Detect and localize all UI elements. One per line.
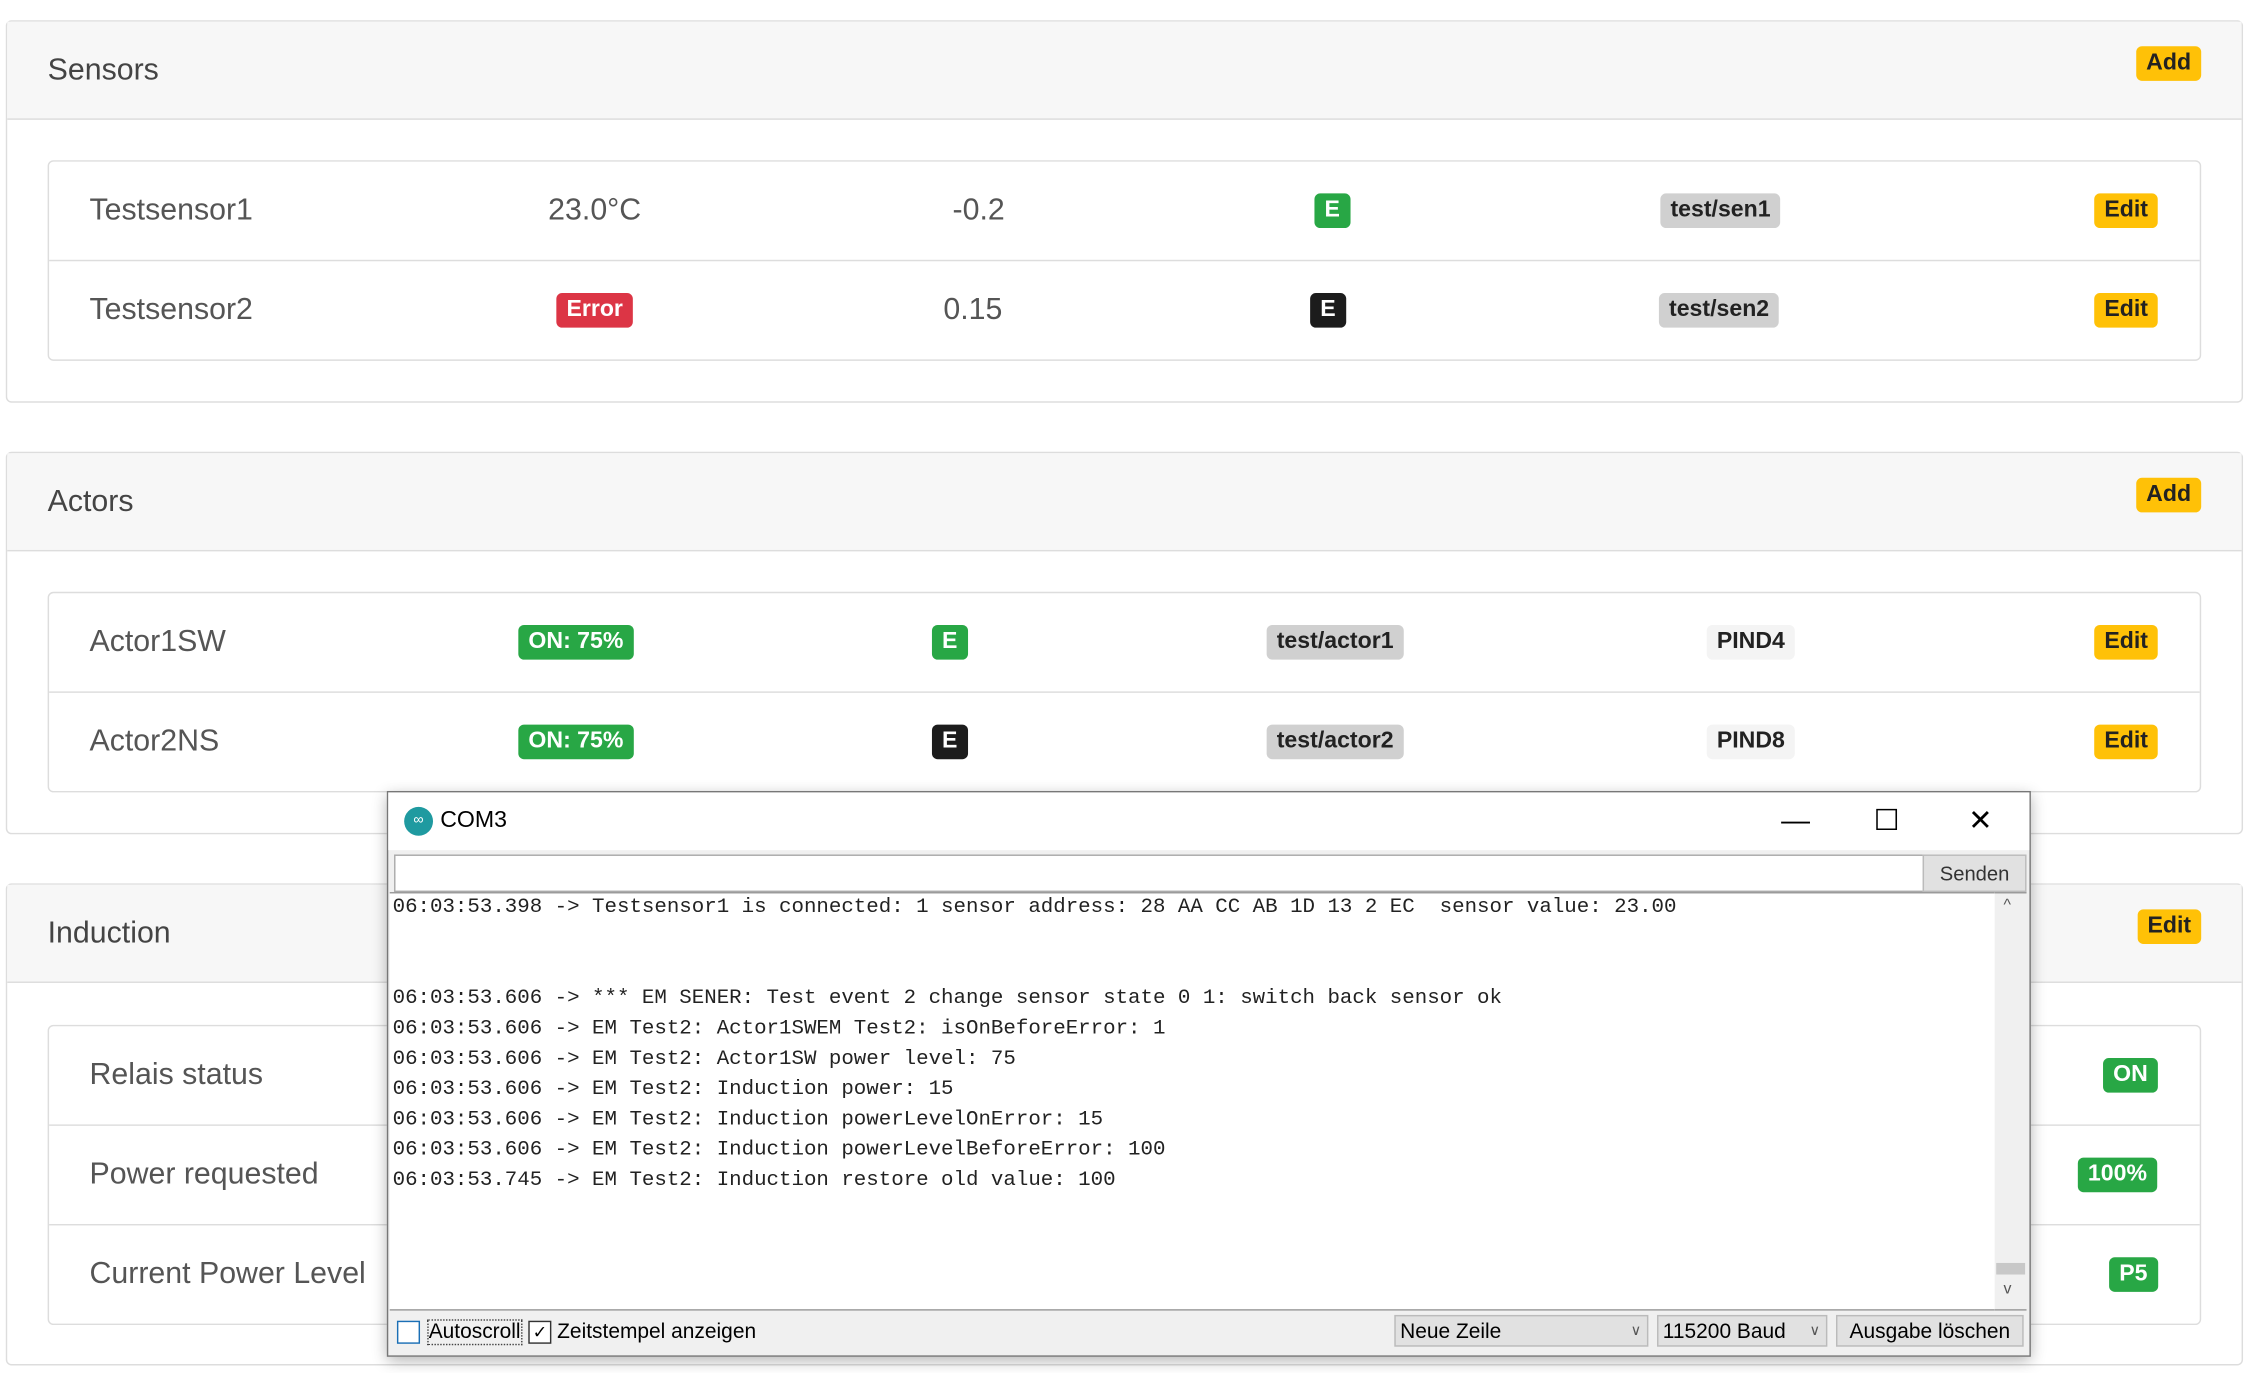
sensor-list: Testsensor1 23.0°C -0.2 E test/sen1 Edit… — [47, 160, 2202, 361]
minimize-icon[interactable]: — — [1781, 805, 1811, 838]
serial-monitor-window: ∞ COM3 — ☐ ✕ Senden 06:03:53.398 -> Test… — [386, 790, 2031, 1357]
relais-status-badge: ON — [2103, 1058, 2158, 1093]
line-ending-select[interactable]: Neue Zeile ∨ — [1394, 1314, 1649, 1347]
relais-status-label: Relais status — [89, 1058, 264, 1092]
actor-pin-badge: PIND4 — [1706, 624, 1795, 660]
actor-list: Actor1SW ON: 75% E test/actor1 PIND4 Edi… — [47, 591, 2202, 793]
actor-topic-badge: test/actor2 — [1266, 724, 1404, 760]
output-line: 06:03:53.606 -> EM Test2: Induction powe… — [392, 1078, 954, 1102]
actor-topic-badge: test/actor1 — [1266, 624, 1404, 660]
edit-induction-button[interactable]: Edit — [2137, 909, 2202, 944]
induction-row: Current Power Level P5 — [49, 1225, 2200, 1323]
timestamp-checkbox[interactable]: ✓ — [528, 1320, 552, 1344]
output-line: 06:03:53.606 -> EM Test2: Induction powe… — [392, 1108, 1104, 1132]
output-line: 06:03:53.606 -> EM Test2: Induction powe… — [392, 1138, 1166, 1162]
scroll-up-icon[interactable]: ^ — [2003, 896, 2011, 914]
output-line — [390, 954, 1995, 984]
line-ending-value: Neue Zeile — [1400, 1320, 1502, 1344]
actor-name: Actor2NS — [89, 724, 220, 758]
actors-card: Actors Add Actor1SW ON: 75% E test/actor… — [5, 451, 2244, 835]
title-bar: ∞ COM3 — ☐ ✕ — [388, 792, 2030, 851]
close-icon[interactable]: ✕ — [1968, 805, 1993, 838]
serial-output: 06:03:53.398 -> Testsensor1 is connected… — [389, 892, 1995, 1311]
sensor-topic-badge: test/sen1 — [1660, 193, 1781, 229]
chevron-down-icon: ∨ — [1630, 1323, 1642, 1340]
actors-title: Actors — [47, 484, 134, 519]
sensors-card: Sensors Add Testsensor1 23.0°C -0.2 E te… — [5, 20, 2244, 403]
current-power-level-badge: P5 — [2109, 1257, 2158, 1292]
edit-sensor-button[interactable]: Edit — [2094, 293, 2159, 328]
send-button[interactable]: Senden — [1922, 854, 2027, 893]
power-requested-badge: 100% — [2077, 1157, 2158, 1193]
add-actor-button[interactable]: Add — [2136, 477, 2202, 513]
sensor-error-badge: Error — [556, 293, 634, 328]
actor-flag-badge: E — [931, 724, 968, 760]
actor-row: Actor2NS ON: 75% E test/actor2 PIND8 Edi… — [49, 693, 2200, 791]
sensor-value: 23.0°C — [548, 193, 642, 227]
baud-select[interactable]: 115200 Baud ∨ — [1657, 1314, 1828, 1347]
bottom-bar: Autoscroll ✓ Zeitstempel anzeigen Neue Z… — [388, 1311, 2029, 1354]
sensor-flag-badge: E — [1314, 193, 1351, 229]
induction-title: Induction — [47, 916, 171, 950]
edit-sensor-button[interactable]: Edit — [2094, 193, 2159, 229]
edit-actor-button[interactable]: Edit — [2094, 624, 2159, 660]
sensor-row: Testsensor1 23.0°C -0.2 E test/sen1 Edit — [49, 162, 2200, 262]
power-requested-label: Power requested — [89, 1157, 319, 1191]
serial-input[interactable] — [394, 854, 1925, 893]
sensor-name: Testsensor2 — [89, 293, 253, 327]
edit-actor-button[interactable]: Edit — [2094, 724, 2159, 760]
sensor-topic-badge: test/sen2 — [1658, 293, 1780, 328]
autoscroll-label[interactable]: Autoscroll — [427, 1319, 523, 1346]
sensors-title: Sensors — [47, 53, 159, 87]
sensor-name: Testsensor1 — [89, 193, 253, 227]
timestamp-label[interactable]: Zeitstempel anzeigen — [557, 1320, 757, 1344]
clear-output-button[interactable]: Ausgabe löschen — [1836, 1314, 2024, 1347]
current-power-level-label: Current Power Level — [89, 1257, 366, 1291]
output-line: 06:03:53.606 -> *** EM SENER: Test event… — [392, 987, 1502, 1011]
arduino-logo-icon: ∞ — [404, 806, 434, 836]
actor-pin-badge: PIND8 — [1706, 724, 1795, 760]
actor-state-badge: ON: 75% — [518, 724, 634, 760]
output-line — [390, 924, 1995, 954]
actor-name: Actor1SW — [89, 624, 226, 659]
actor-flag-badge: E — [931, 624, 968, 660]
baud-value: 115200 Baud — [1662, 1320, 1786, 1344]
actor-row: Actor1SW ON: 75% E test/actor1 PIND4 Edi… — [49, 593, 2200, 693]
autoscroll-checkbox[interactable] — [396, 1320, 421, 1344]
scroll-thumb[interactable] — [1996, 1262, 2026, 1275]
maximize-icon[interactable]: ☐ — [1873, 805, 1900, 838]
sensor-offset: -0.2 — [952, 193, 1005, 227]
sensor-flag-badge: E — [1310, 293, 1346, 328]
output-line: 06:03:53.606 -> EM Test2: Actor1SW power… — [392, 1047, 1016, 1072]
output-line: 06:03:53.745 -> EM Test2: Induction rest… — [392, 1169, 1116, 1193]
add-sensor-button[interactable]: Add — [2136, 46, 2202, 81]
chevron-down-icon: ∨ — [1809, 1323, 1821, 1340]
output-scrollbar[interactable]: ^ v — [1994, 892, 2027, 1311]
sensor-offset: 0.15 — [943, 293, 1003, 327]
output-line: 06:03:53.398 -> Testsensor1 is connected… — [392, 896, 1677, 920]
window-title: COM3 — [440, 808, 507, 833]
scroll-down-icon[interactable]: v — [2003, 1280, 2012, 1298]
sensor-row: Testsensor2 Error 0.15 E test/sen2 Edit — [49, 261, 2200, 359]
actor-state-badge: ON: 75% — [518, 624, 634, 660]
output-line: 06:03:53.606 -> EM Test2: Actor1SWEM Tes… — [392, 1017, 1166, 1041]
